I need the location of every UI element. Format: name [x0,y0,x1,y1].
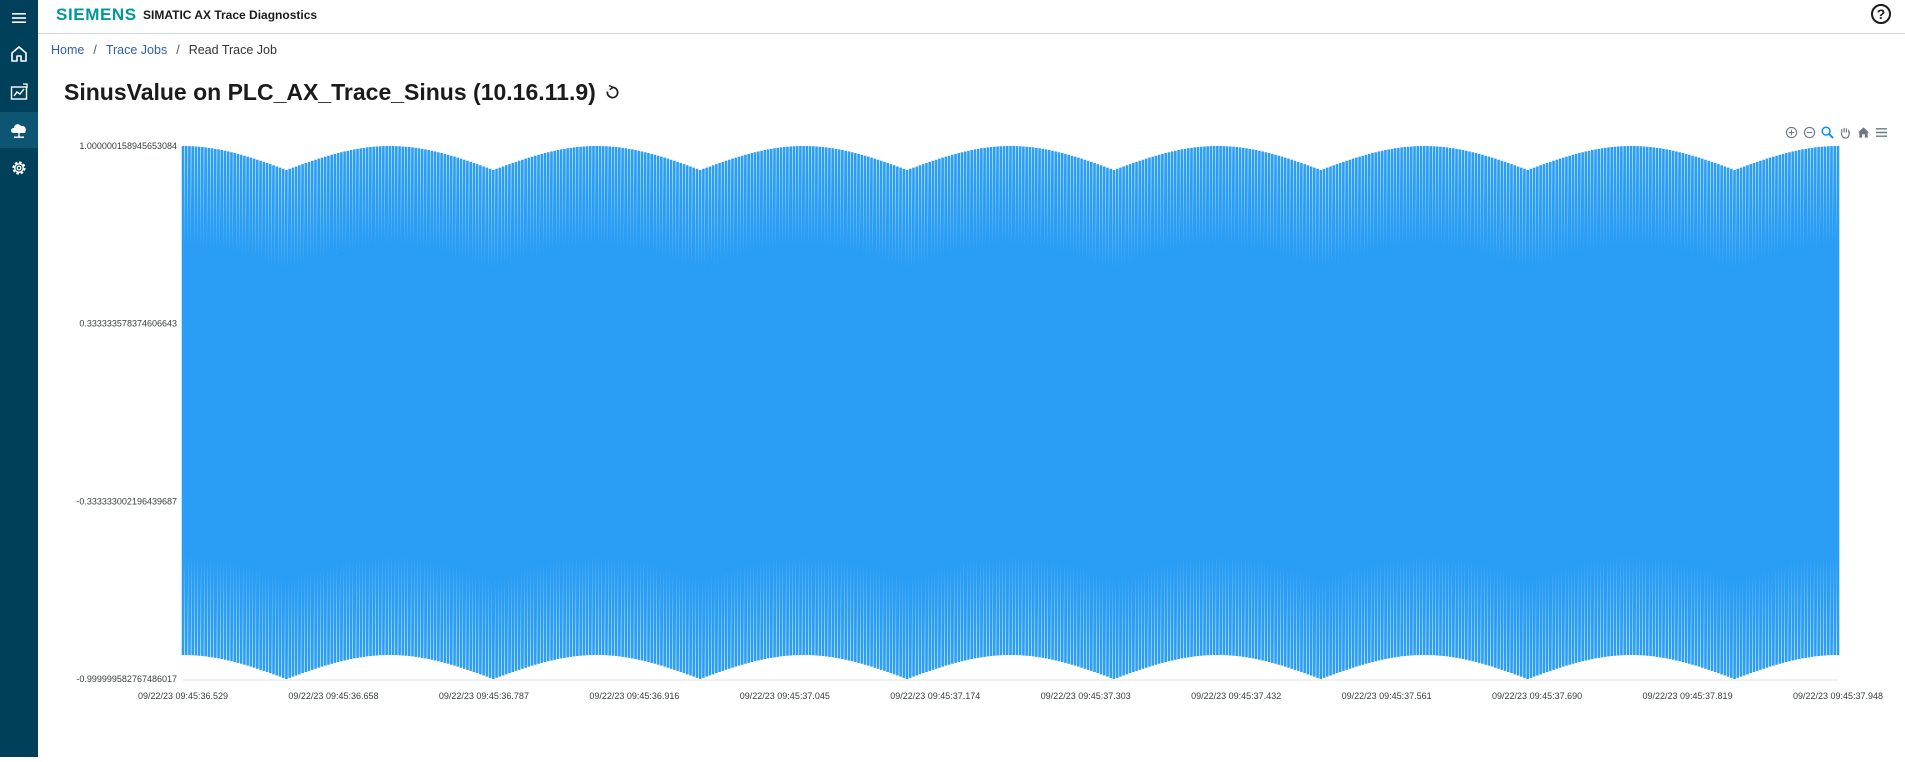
chart-icon [10,83,28,100]
refresh-icon [606,85,619,99]
chart-toolbar [1784,124,1889,140]
x-tick-label: 09/22/23 09:45:37.432 [1191,691,1281,701]
x-tick-label: 09/22/23 09:45:36.916 [589,691,679,701]
home-icon [11,46,27,62]
pan-button[interactable] [1838,125,1853,140]
breadcrumb-separator: / [176,43,180,57]
pan-icon [1840,127,1850,139]
breadcrumb-trace-jobs[interactable]: Trace Jobs [105,43,168,57]
menu-icon [12,13,26,23]
sidebar-item-settings[interactable] [0,150,38,186]
x-tick-label: 09/22/23 09:45:37.174 [890,691,980,701]
zoom-out-icon [1803,126,1816,138]
menu-icon [1875,127,1888,137]
breadcrumb-separator: / [93,43,97,57]
menu-button[interactable] [0,0,38,36]
refresh-button[interactable] [605,85,620,100]
page-title-row: SinusValue on PLC_AX_Trace_Sinus (10.16.… [64,79,620,106]
chart-menu-button[interactable] [1874,125,1889,140]
x-tick-label: 09/22/23 09:45:37.948 [1793,691,1883,701]
reset-zoom-button[interactable] [1856,125,1871,140]
page-title: SinusValue on PLC_AX_Trace_Sinus (10.16.… [64,79,596,105]
reset-home-icon [1857,126,1870,138]
breadcrumb: Home / Trace Jobs / Read Trace Job [51,43,277,57]
y-tick-label: 0.333333578374606643 [79,319,177,329]
x-tick-label: 09/22/23 09:45:36.529 [138,691,228,701]
breadcrumb-home[interactable]: Home [51,43,85,57]
series-line [181,145,1840,680]
x-tick-label: 09/22/23 09:45:36.787 [439,691,529,701]
breadcrumb-current: Read Trace Job [188,43,277,57]
x-tick-label: 09/22/23 09:45:37.561 [1342,691,1432,701]
sidebar [0,0,38,757]
y-tick-label: 1.000000158945653084 [79,141,177,151]
gear-icon [12,161,26,175]
x-tick-label: 09/22/23 09:45:36.658 [288,691,378,701]
help-button[interactable]: ? [1871,4,1891,24]
app-title: SIMATIC AX Trace Diagnostics [143,8,318,22]
zoom-in-button[interactable] [1784,125,1799,140]
sidebar-item-home[interactable] [0,36,38,72]
selection-zoom-button[interactable] [1820,125,1835,140]
siemens-logo: SIEMENS [56,5,137,24]
x-tick-label: 09/22/23 09:45:37.045 [740,691,830,701]
selection-zoom-icon [1821,125,1834,139]
zoom-out-button[interactable] [1802,125,1817,140]
x-tick-label: 09/22/23 09:45:37.303 [1041,691,1131,701]
x-tick-label: 09/22/23 09:45:37.690 [1492,691,1582,701]
cloud-icon [11,124,26,138]
zoom-in-icon [1785,126,1798,138]
sidebar-item-trace-jobs[interactable] [0,74,38,110]
x-tick-label: 09/22/23 09:45:37.819 [1642,691,1732,701]
help-icon: ? [1876,6,1886,22]
top-bar: SIEMENS SIMATIC AX Trace Diagnostics ? [38,0,1905,34]
y-tick-label: -0.333333002196439687 [76,496,177,506]
y-tick-label: -0.999999582767486017 [76,674,177,684]
sidebar-item-cloud[interactable] [0,112,38,148]
